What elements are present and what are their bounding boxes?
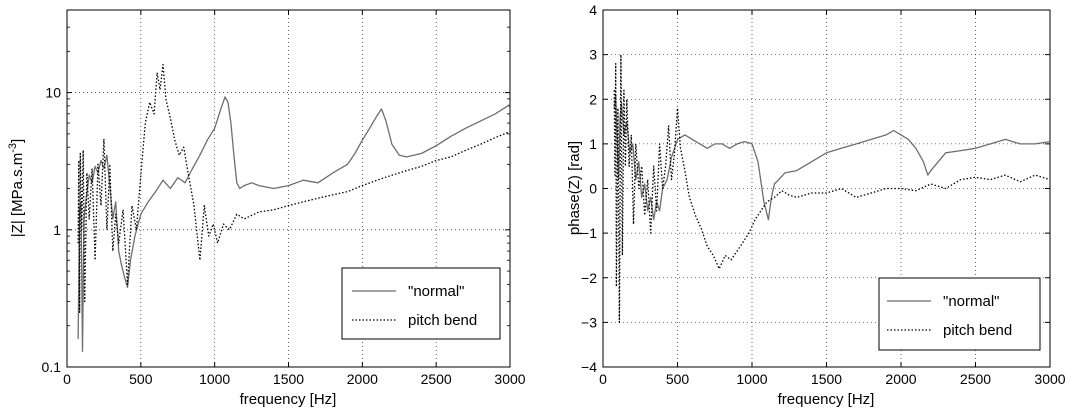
x-tick-label: 1500 xyxy=(811,371,842,387)
x-tick-label: 1500 xyxy=(273,371,304,387)
x-tick-label: 500 xyxy=(129,371,153,387)
y-tick-label: 1 xyxy=(589,136,597,152)
x-tick-labels: 0 500 1000 1500 2000 2500 3000 xyxy=(599,371,1066,387)
x-tick-label: 2500 xyxy=(960,371,991,387)
legend: "normal" pitch bend xyxy=(878,277,1041,351)
x-tick-label: 1000 xyxy=(736,371,767,387)
y-tick-label: 1 xyxy=(53,222,61,238)
legend-label-pitch-bend: pitch bend xyxy=(943,322,1012,339)
y-axis-label-main: |Z| [MPa.s.m xyxy=(9,153,26,237)
x-tick-label: 500 xyxy=(666,371,690,387)
y-axis-label-end: ] xyxy=(9,139,26,143)
x-tick-label: 1000 xyxy=(199,371,230,387)
y-tick-labels: 0.1 1 10 xyxy=(42,85,62,375)
y-axis-label: |Z| [MPa.s.m-3] xyxy=(7,139,26,237)
y-tick-label: 0 xyxy=(589,181,597,197)
y-tick-label: 2 xyxy=(589,91,597,107)
series-line-normal xyxy=(613,94,1051,221)
x-axis-label: frequency [Hz] xyxy=(240,391,337,408)
x-tick-label: 0 xyxy=(599,371,607,387)
x-tick-label: 2000 xyxy=(885,371,916,387)
legend-label-pitch-bend: pitch bend xyxy=(408,312,477,329)
series-layer xyxy=(613,53,1051,324)
x-tick-label: 2500 xyxy=(421,371,452,387)
y-tick-label: −1 xyxy=(581,225,597,241)
y-tick-label: 10 xyxy=(45,85,61,101)
y-axis-label: phase(Z) [rad] xyxy=(566,141,583,235)
legend-label-normal: "normal" xyxy=(943,293,1000,310)
y-tick-label: −2 xyxy=(581,270,597,286)
series-line-pitch-bend xyxy=(77,63,511,314)
x-tick-label: 3000 xyxy=(1034,371,1065,387)
phase-panel: 0 500 1000 1500 2000 2500 3000 −4 −3 −2 −1 0 1 2 3 4 f… xyxy=(566,2,1066,408)
y-tick-label: 4 xyxy=(589,2,597,18)
grid-lines xyxy=(66,10,511,368)
magnitude-panel: 0 500 1000 1500 2000 2500 3000 0.1 1 10 frequenc… xyxy=(7,9,526,408)
x-axis-label: frequency [Hz] xyxy=(778,391,875,408)
y-tick-labels: −4 −3 −2 −1 0 1 2 3 4 xyxy=(581,2,597,375)
x-tick-label: 0 xyxy=(63,371,71,387)
legend-label-normal: "normal" xyxy=(408,283,465,300)
y-tick-label: 0.1 xyxy=(42,359,62,375)
y-tick-label: −4 xyxy=(581,359,597,375)
legend: "normal" pitch bend xyxy=(341,267,501,340)
y-axis-label-superscript: -3 xyxy=(7,143,19,153)
legend-box xyxy=(341,267,501,340)
x-tick-label: 2000 xyxy=(347,371,378,387)
legend-box xyxy=(878,277,1041,351)
x-tick-label: 3000 xyxy=(494,371,525,387)
x-tick-labels: 0 500 1000 1500 2000 2500 3000 xyxy=(63,371,526,387)
series-line-pitch-bend xyxy=(613,53,1051,324)
y-tick-label: 3 xyxy=(589,47,597,63)
y-tick-label: −3 xyxy=(581,314,597,330)
series-layer xyxy=(77,63,511,353)
